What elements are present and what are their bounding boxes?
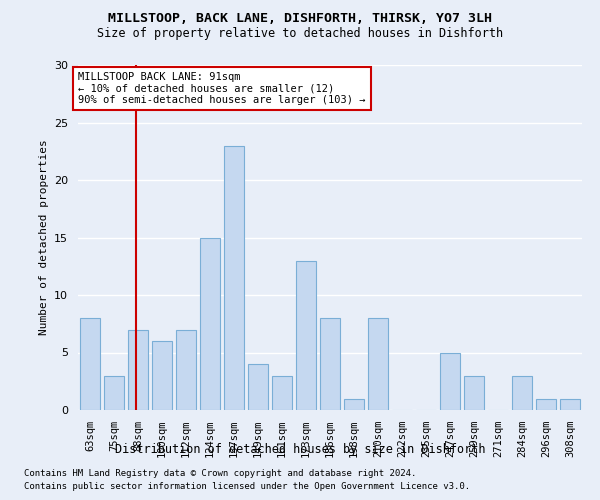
Bar xyxy=(560,398,580,410)
Bar xyxy=(128,330,148,410)
Bar xyxy=(248,364,268,410)
Text: Distribution of detached houses by size in Dishforth: Distribution of detached houses by size … xyxy=(115,442,485,456)
Text: MILLSTOOP BACK LANE: 91sqm
← 10% of detached houses are smaller (12)
90% of semi: MILLSTOOP BACK LANE: 91sqm ← 10% of deta… xyxy=(78,72,365,105)
Bar xyxy=(512,376,532,410)
Bar xyxy=(104,376,124,410)
Text: Contains public sector information licensed under the Open Government Licence v3: Contains public sector information licen… xyxy=(24,482,470,491)
Bar xyxy=(320,318,340,410)
Bar xyxy=(536,398,556,410)
Text: Size of property relative to detached houses in Dishforth: Size of property relative to detached ho… xyxy=(97,28,503,40)
Text: Contains HM Land Registry data © Crown copyright and database right 2024.: Contains HM Land Registry data © Crown c… xyxy=(24,468,416,477)
Bar xyxy=(224,146,244,410)
Y-axis label: Number of detached properties: Number of detached properties xyxy=(38,140,49,336)
Bar xyxy=(272,376,292,410)
Bar xyxy=(80,318,100,410)
Bar xyxy=(464,376,484,410)
Bar xyxy=(344,398,364,410)
Bar xyxy=(200,238,220,410)
Bar xyxy=(368,318,388,410)
Text: MILLSTOOP, BACK LANE, DISHFORTH, THIRSK, YO7 3LH: MILLSTOOP, BACK LANE, DISHFORTH, THIRSK,… xyxy=(108,12,492,26)
Bar xyxy=(176,330,196,410)
Bar xyxy=(296,260,316,410)
Bar xyxy=(152,341,172,410)
Bar xyxy=(440,352,460,410)
